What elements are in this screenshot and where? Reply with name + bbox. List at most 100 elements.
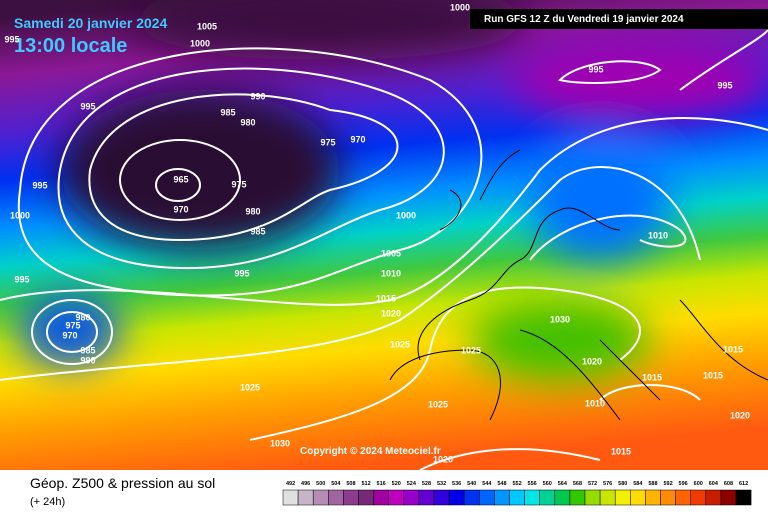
isobar-label: 1015 (376, 293, 396, 303)
scale-swatch (388, 489, 405, 506)
scale-swatch (554, 489, 571, 506)
isobar-label: 1030 (270, 438, 290, 448)
isobar-label: 1025 (428, 399, 448, 409)
isobar-label: 1025 (240, 382, 260, 392)
scale-label: 504 (331, 481, 341, 487)
isobar-label: 1000 (450, 2, 470, 12)
scale-swatch (433, 489, 450, 506)
scale-swatch (569, 489, 586, 506)
scale-swatch (418, 489, 435, 506)
scale-label: 588 (648, 481, 657, 487)
scale-swatch (282, 489, 299, 506)
scale-label: 552 (512, 481, 521, 487)
scale-swatch (599, 489, 616, 506)
scale-swatch (675, 489, 691, 506)
scale-label: 576 (603, 481, 612, 487)
scale-label: 600 (694, 481, 703, 487)
scale-swatch (297, 489, 314, 506)
scale-label: 580 (618, 481, 627, 487)
scale-swatch (343, 489, 359, 506)
scale-label: 568 (573, 481, 582, 487)
field-shading (20, 0, 768, 380)
scale-label: 540 (467, 481, 476, 487)
scale-swatch (448, 489, 465, 506)
isobar-label: 975 (65, 320, 80, 330)
isobar-label: 980 (245, 206, 260, 216)
isobar-label: 990 (250, 91, 265, 101)
scale-swatch (705, 489, 722, 506)
isobar-label: 1020 (381, 308, 401, 318)
scale-label: 572 (588, 481, 597, 487)
scale-swatch (373, 489, 389, 506)
scale-label: 528 (422, 481, 431, 487)
isobar-label: 970 (350, 134, 365, 144)
scale-swatch (494, 489, 510, 506)
isobar-label: 995 (32, 180, 47, 190)
isobar-label: 1015 (703, 370, 723, 380)
scale-label: 548 (497, 481, 506, 487)
scale-label: 532 (437, 481, 446, 487)
isobar-label: 985 (250, 226, 265, 236)
scale-swatch (479, 489, 495, 506)
scale-label: 524 (407, 481, 417, 487)
isobar-label: 1025 (390, 339, 410, 349)
run-info: Run GFS 12 Z du Vendredi 19 janvier 2024 (484, 14, 684, 25)
scale-label: 492 (286, 481, 295, 487)
scale-swatch (645, 489, 661, 506)
scale-swatch (358, 489, 374, 506)
scale-label: 560 (543, 481, 552, 487)
scale-swatch (630, 489, 646, 506)
isobar-label: 1020 (730, 410, 750, 420)
isobar-label: 1015 (611, 446, 631, 456)
isobar-label: 995 (4, 34, 19, 44)
isobar-label: 995 (588, 64, 603, 74)
scale-label: 516 (377, 481, 386, 487)
scale-label: 592 (663, 481, 672, 487)
isobar-label: 1020 (582, 356, 602, 366)
scale-label: 544 (482, 481, 492, 487)
isobar-label: 995 (234, 268, 249, 278)
color-scale: 492 496 500 504 508 512 516 520 524 528 532 536 540 5… (282, 481, 752, 506)
scale-label: 536 (452, 481, 461, 487)
isobar-label: 1010 (381, 268, 401, 278)
isobar-label: 1030 (550, 314, 570, 324)
isobar-label: 980 (75, 312, 90, 322)
isobar-label: 965 (173, 174, 188, 184)
scale-swatch (720, 489, 737, 506)
isobar-label: 975 (231, 179, 246, 189)
scale-label: 500 (316, 481, 325, 487)
isobar-label: 1015 (642, 372, 662, 382)
isobar-label: 1010 (648, 230, 668, 240)
scale-swatch (509, 489, 525, 506)
scale-swatch (735, 489, 752, 506)
scale-label: 564 (558, 481, 568, 487)
isobar-label: 1020 (433, 454, 453, 464)
isobar-label: 1000 (190, 38, 210, 48)
scale-label: 584 (633, 481, 643, 487)
scale-swatch (328, 489, 344, 506)
isobar-label: 990 (80, 355, 95, 365)
isobar-label: 995 (14, 274, 29, 284)
isobar-label: 970 (62, 330, 77, 340)
isobar-label: 985 (80, 345, 95, 355)
scale-swatch (312, 489, 329, 506)
isobar-label: 970 (173, 204, 188, 214)
scale-swatch (614, 489, 631, 506)
isobar-label: 1000 (396, 210, 416, 220)
scale-swatch (539, 489, 556, 506)
isobar-label: 1005 (197, 21, 217, 31)
scale-label: 596 (679, 481, 688, 487)
copyright: Copyright © 2024 Meteociel.fr (300, 446, 441, 457)
isobar-label: 980 (240, 117, 255, 127)
isobar-label: 1025 (461, 345, 481, 355)
forecast-date: Samedi 20 janvier 2024 (14, 15, 168, 31)
scale-label: 556 (528, 481, 537, 487)
scale-swatch (660, 489, 676, 506)
footer-title: Géop. Z500 & pression au sol (30, 475, 215, 491)
scale-label: 612 (739, 481, 748, 487)
footer-subtitle: (+ 24h) (30, 496, 65, 508)
forecast-time: 13:00 locale (14, 35, 127, 57)
